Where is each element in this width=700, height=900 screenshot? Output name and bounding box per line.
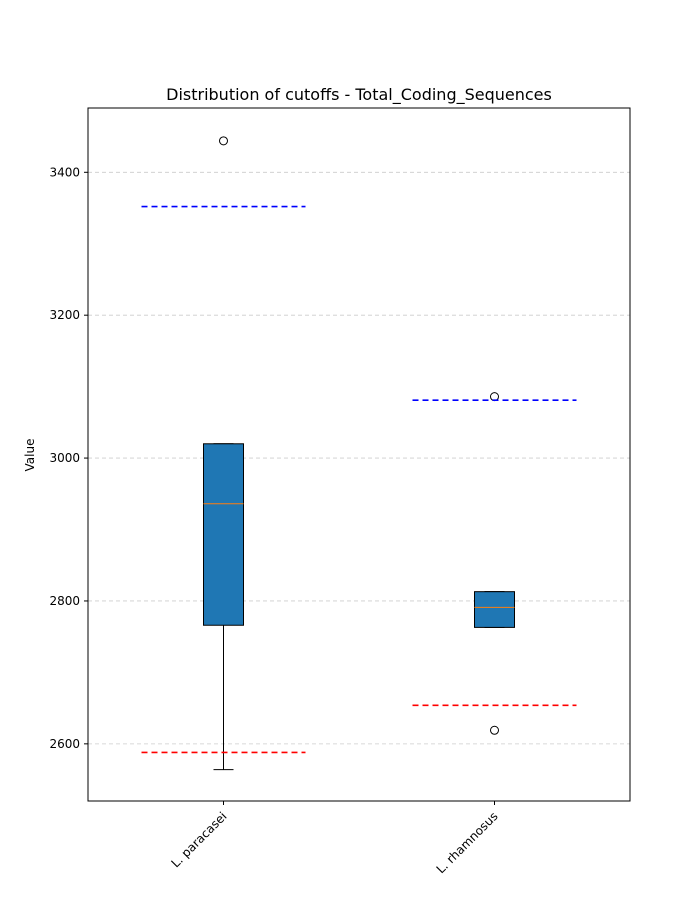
box-iqr bbox=[203, 443, 244, 626]
chart-title: Distribution of cutoffs - Total_Coding_S… bbox=[166, 85, 552, 105]
grid-lines bbox=[88, 171, 630, 745]
y-tick-label: 2800 bbox=[49, 594, 80, 608]
box-iqr bbox=[474, 591, 515, 628]
y-axis-ticks: 2600 2800 3000 3200 3400 bbox=[49, 165, 88, 751]
cutoff-lines bbox=[141, 205, 577, 754]
outlier-point bbox=[219, 136, 228, 146]
y-tick-label: 3000 bbox=[49, 451, 80, 465]
y-tick-label: 2600 bbox=[49, 737, 80, 751]
y-tick-label: 3400 bbox=[49, 165, 80, 179]
boxes bbox=[203, 136, 515, 771]
outlier-point bbox=[490, 725, 499, 735]
y-axis-title: Value bbox=[23, 439, 37, 472]
plot-frame bbox=[87, 107, 631, 802]
y-tick-label: 3200 bbox=[49, 308, 80, 322]
